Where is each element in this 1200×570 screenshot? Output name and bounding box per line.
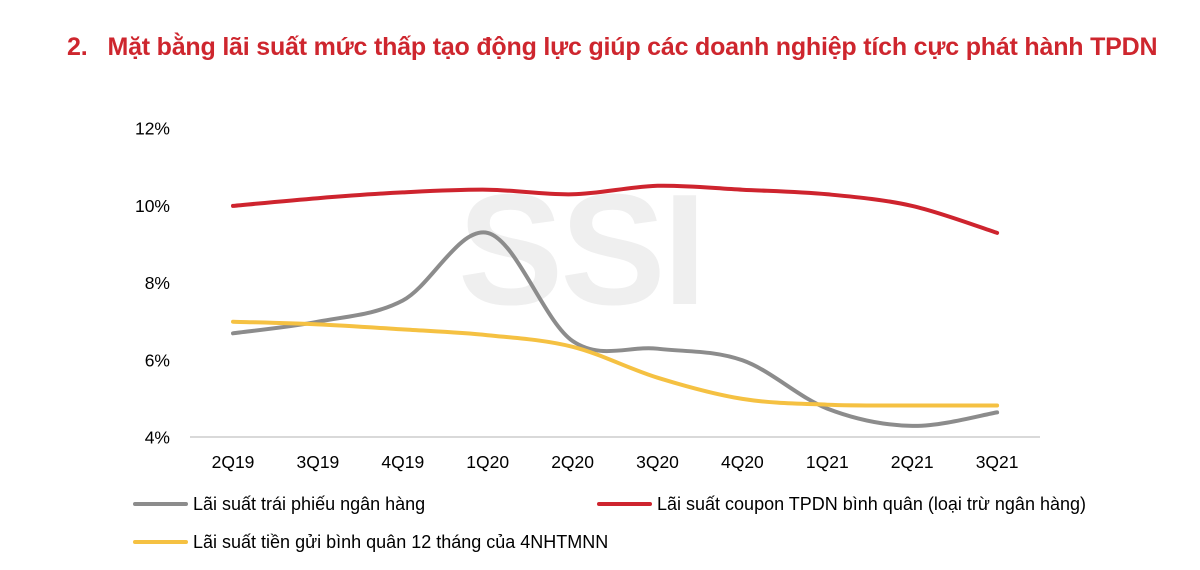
x-tick-label: 2Q21 [891, 452, 934, 472]
y-tick-label: 12% [135, 119, 170, 139]
x-tick-label: 1Q21 [806, 452, 849, 472]
x-tick-label: 2Q19 [212, 452, 255, 472]
series-line-1 [231, 183, 1000, 235]
x-tick-label: 3Q21 [976, 452, 1019, 472]
gray-line-swatch [133, 501, 188, 507]
section-number: 2. [67, 33, 88, 61]
legend-label: Lãi suất trái phiếu ngân hàng [193, 493, 426, 514]
y-tick-label: 4% [145, 428, 170, 448]
series-line-2 [231, 319, 1000, 408]
y-tick-label: 10% [135, 196, 170, 216]
chart-title: Mặt bằng lãi suất mức thấp tạo động lực … [107, 33, 1158, 61]
legend-item-deposit-rate: Lãi suất tiền gửi bình quân 12 tháng của… [133, 531, 608, 553]
x-tick-label: 3Q20 [636, 452, 679, 472]
x-tick-label: 2Q20 [551, 452, 594, 472]
x-tick-label: 3Q19 [296, 452, 339, 472]
x-tick-label: 4Q20 [721, 452, 764, 472]
y-tick-label: 6% [145, 350, 170, 370]
legend-label: Lãi suất coupon TPDN bình quân (loại trừ… [657, 493, 1086, 514]
x-tick-label: 4Q19 [381, 452, 424, 472]
red-line-swatch [597, 501, 652, 507]
series-line-0 [231, 230, 1000, 428]
legend-item-coupon-rate: Lãi suất coupon TPDN bình quân (loại trừ… [597, 493, 1086, 515]
y-tick-label: 8% [145, 273, 170, 293]
legend-item-bank-bond-rate: Lãi suất trái phiếu ngân hàng [133, 493, 425, 515]
yellow-line-swatch [133, 539, 188, 545]
x-tick-label: 1Q20 [466, 452, 509, 472]
legend-label: Lãi suất tiền gửi bình quân 12 tháng của… [193, 531, 609, 552]
page-title: 2. Mặt bằng lãi suất mức thấp tạo động l… [67, 33, 1158, 62]
